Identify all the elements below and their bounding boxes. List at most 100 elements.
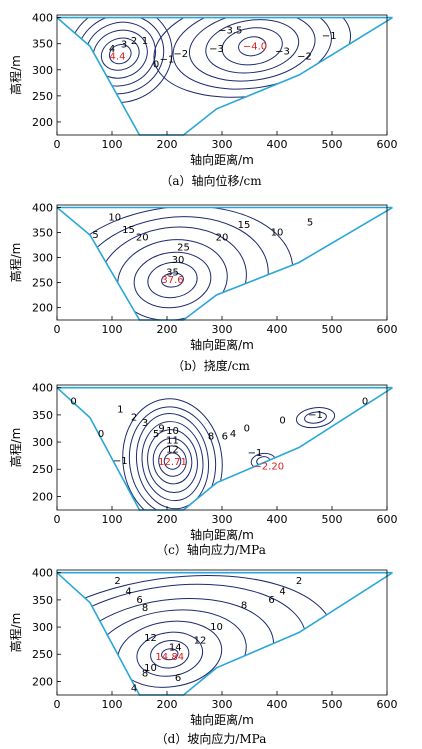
contour-label: 12: [166, 445, 179, 456]
contour-label: 6: [268, 595, 274, 606]
contour-label: −1: [248, 448, 263, 459]
contour-label: 15: [238, 220, 251, 231]
x-tick-label: 600: [377, 138, 398, 151]
contour-line: [161, 648, 179, 661]
y-tick-label: 200: [32, 490, 53, 503]
contour-line: [100, 37, 140, 71]
contour-line: [152, 437, 193, 485]
valley-boundary: [56, 572, 393, 696]
y-tick-label: 350: [32, 594, 53, 607]
contour-line: [172, 17, 332, 90]
contour-label: 4: [125, 587, 131, 598]
contour-label: 6: [222, 432, 228, 443]
x-tick-label: 200: [157, 698, 178, 711]
valley-boundary: [56, 387, 393, 511]
x-tick-label: 0: [54, 138, 61, 151]
x-tick-label: 500: [322, 513, 343, 526]
contour-line: [108, 44, 132, 65]
contour-line: [150, 640, 190, 669]
contour-label: 0: [279, 415, 285, 426]
y-tick-label: 350: [32, 227, 53, 240]
y-tick-label: 400: [32, 382, 53, 395]
contour-label: 6: [136, 595, 142, 606]
contour-label: 0: [153, 60, 159, 71]
contour-label: 2: [131, 413, 137, 424]
contour-label: 10: [108, 213, 121, 224]
contour-label: −3: [209, 44, 224, 55]
y-tick-label: 300: [32, 252, 53, 265]
contour-line: [136, 631, 204, 677]
x-tick-label: 200: [157, 138, 178, 151]
panel-caption: （d）坡向应力/MPa: [156, 731, 267, 746]
contour-label: 0: [244, 423, 250, 434]
x-tick-label: 600: [377, 698, 398, 711]
y-tick-label: 200: [32, 302, 53, 315]
contour-line: [128, 406, 217, 510]
chart-panel-1: 0 100 200 300 400 500 600 200 250 300 350 400 轴向距离/m…: [8, 12, 398, 188]
x-tick-label: 0: [54, 323, 61, 336]
y-tick-label: 250: [32, 90, 53, 103]
x-tick-label: 400: [267, 513, 288, 526]
contour-line: [188, 17, 316, 82]
contour-line: [238, 36, 267, 57]
x-axis-label: 轴向距离/m: [190, 712, 254, 727]
y-tick-label: 300: [32, 621, 53, 634]
contour-label: 10: [210, 622, 223, 633]
contour-label: −2: [173, 49, 188, 60]
contour-label: 12: [194, 636, 207, 647]
x-axis-label: 轴向距离/m: [190, 337, 254, 352]
contour-label: −3: [275, 47, 290, 58]
x-tick-label: 300: [212, 698, 233, 711]
x-tick-label: 300: [212, 513, 233, 526]
contour-label: 30: [172, 255, 185, 266]
contour-line: [135, 412, 210, 510]
extreme-value-label: −2.20: [253, 462, 284, 473]
contour-label: 0: [362, 396, 368, 407]
contour-label: 5: [307, 218, 313, 229]
x-tick-label: 100: [102, 513, 123, 526]
contour-label: 8: [241, 600, 247, 611]
y-axis-label: 高程/m: [8, 428, 23, 468]
contour-line: [122, 398, 223, 510]
contour-label: 0: [70, 396, 76, 407]
chart-panel-4: 0 100 200 300 400 500 600 200 250 300 350 400 轴向距离/m…: [8, 567, 398, 746]
y-tick-label: 250: [32, 463, 53, 476]
contour-line: [147, 261, 198, 299]
y-tick-label: 300: [32, 64, 53, 77]
contour-line: [161, 272, 184, 288]
contour-label: 3: [142, 418, 148, 429]
y-axis-label: 高程/m: [8, 55, 23, 95]
y-axis-label: 高程/m: [8, 243, 23, 283]
contour-label: 20: [216, 233, 229, 244]
x-tick-label: 200: [157, 323, 178, 336]
panel-caption: （c）轴向应力/MPa: [156, 542, 266, 557]
contour-label: 6: [175, 673, 181, 684]
x-tick-label: 200: [157, 513, 178, 526]
contour-label: 14: [169, 643, 182, 654]
contour-line: [141, 421, 204, 502]
contour-label: 11: [166, 435, 179, 446]
contour-line: [221, 27, 283, 66]
extreme-value-label: −4.0: [243, 41, 267, 52]
contour-label: 10: [166, 426, 179, 437]
contour-label: 0: [98, 429, 104, 440]
x-axis-label: 轴向距离/m: [190, 527, 254, 542]
y-tick-label: 350: [32, 409, 53, 422]
extreme-value-label: 12.71: [158, 457, 187, 468]
y-tick-label: 200: [32, 675, 53, 688]
x-tick-label: 100: [102, 138, 123, 151]
y-tick-label: 350: [32, 38, 53, 51]
contour-label: 3: [121, 40, 127, 51]
contour-line: [295, 407, 336, 429]
x-tick-label: 400: [267, 698, 288, 711]
x-tick-label: 0: [54, 513, 61, 526]
contour-label: 10: [271, 228, 284, 239]
contour-label: −3.5: [218, 26, 242, 37]
contour-label: 1: [117, 404, 123, 415]
contour-label: 20: [136, 233, 149, 244]
y-tick-label: 400: [32, 567, 53, 580]
chart-panel-2: 0 100 200 300 400 500 600 200 250 300 350 400 轴向距离/m…: [8, 202, 398, 374]
contour-label: 25: [177, 243, 190, 254]
x-tick-label: 500: [322, 323, 343, 336]
y-tick-label: 400: [32, 202, 53, 215]
